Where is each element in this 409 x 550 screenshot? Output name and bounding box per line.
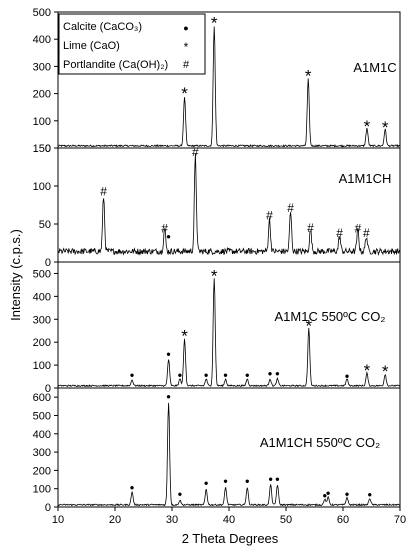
peak-marker: ● bbox=[268, 369, 273, 378]
legend-symbol-calcite: ● bbox=[183, 23, 188, 33]
y-tick-label: 200 bbox=[33, 465, 51, 477]
peak-marker: ● bbox=[166, 232, 171, 241]
peak-marker: * bbox=[211, 13, 218, 32]
y-tick-label: 100 bbox=[33, 116, 51, 128]
y-tick-label: 200 bbox=[33, 89, 51, 101]
y-tick-label: 300 bbox=[33, 314, 51, 326]
peak-marker: # bbox=[192, 145, 199, 159]
peak-marker: ● bbox=[204, 478, 209, 487]
peak-marker: ● bbox=[326, 488, 331, 497]
y-tick-label: 300 bbox=[33, 447, 51, 459]
y-tick-label: 400 bbox=[33, 291, 51, 303]
panel-label: A1M1CH 550ºC CO₂ bbox=[260, 435, 380, 450]
legend-label-lime: Lime (CaO) bbox=[63, 40, 120, 52]
pattern-line bbox=[57, 402, 401, 507]
peak-marker: ● bbox=[223, 370, 228, 379]
peak-marker: * bbox=[382, 362, 389, 381]
y-tick-label: 0 bbox=[45, 502, 51, 514]
y-tick-label: 100 bbox=[33, 360, 51, 372]
peak-marker: # bbox=[354, 222, 361, 236]
panel-label: A1M1C bbox=[353, 60, 396, 75]
peak-marker: # bbox=[161, 222, 168, 236]
y-tick-label: 200 bbox=[33, 337, 51, 349]
y-tick-label: 600 bbox=[33, 392, 51, 404]
panel-label: A1M1C 550ºC CO₂ bbox=[275, 309, 386, 324]
y-tick-label: 100 bbox=[33, 484, 51, 496]
peak-marker: ● bbox=[245, 476, 250, 485]
y-axis-label: Intensity (c.p.s.) bbox=[8, 229, 23, 321]
peak-marker: ● bbox=[268, 475, 273, 484]
peak-marker: # bbox=[100, 184, 107, 198]
peak-marker: ● bbox=[178, 370, 183, 379]
panel-frame bbox=[57, 261, 401, 389]
peak-marker: ● bbox=[367, 490, 372, 499]
panel-frame bbox=[57, 147, 401, 263]
x-axis: 10 20 30 40 50 60 70 bbox=[52, 507, 406, 526]
peak-marker: ● bbox=[204, 370, 209, 379]
x-tick-label: 40 bbox=[223, 514, 235, 526]
y-tick-label: 400 bbox=[33, 34, 51, 46]
legend: Calcite (CaCO₃) ● Lime (CaO) * Portlandi… bbox=[58, 13, 206, 75]
peak-marker: * bbox=[181, 327, 188, 346]
x-tick-label: 20 bbox=[109, 514, 121, 526]
y-tick-label: 500 bbox=[33, 7, 51, 19]
y-tick-label: 150 bbox=[33, 143, 51, 155]
y-tick-label: 500 bbox=[33, 410, 51, 422]
peak-marker: * bbox=[211, 267, 218, 286]
peak-marker: ● bbox=[178, 489, 183, 498]
pattern-line bbox=[57, 153, 401, 256]
peak-marker: ● bbox=[345, 489, 350, 498]
peak-marker: ● bbox=[245, 370, 250, 379]
legend-label-portlandite: Portlandite (Ca(OH)₂) bbox=[63, 59, 168, 71]
peak-marker: ● bbox=[166, 350, 171, 359]
peak-marker: ● bbox=[166, 392, 171, 401]
peak-marker: * bbox=[305, 316, 312, 335]
y-tick-label: 100 bbox=[33, 181, 51, 193]
peak-marker: * bbox=[382, 118, 389, 137]
peak-marker: # bbox=[307, 221, 314, 235]
x-tick-label: 30 bbox=[166, 514, 178, 526]
x-tick-label: 10 bbox=[52, 514, 64, 526]
y-tick-label: 400 bbox=[33, 429, 51, 441]
peak-marker: ● bbox=[223, 476, 228, 485]
peak-marker: ● bbox=[345, 371, 350, 380]
peak-marker: * bbox=[364, 117, 371, 136]
y-tick-label: 0 bbox=[45, 383, 51, 395]
peak-marker: # bbox=[266, 209, 273, 223]
y-tick-label: 0 bbox=[45, 257, 51, 269]
x-tick-label: 60 bbox=[337, 514, 349, 526]
peak-marker: * bbox=[305, 66, 312, 85]
x-tick-label: 70 bbox=[394, 514, 406, 526]
peak-marker: # bbox=[287, 201, 294, 215]
legend-symbol-portlandite: # bbox=[183, 59, 190, 71]
pattern-line bbox=[57, 26, 401, 148]
legend-label-calcite: Calcite (CaCO₃) bbox=[63, 21, 142, 33]
legend-box bbox=[58, 13, 206, 75]
peak-marker: # bbox=[336, 226, 343, 240]
peak-marker: ● bbox=[130, 370, 135, 379]
panel-label: A1M1CH bbox=[339, 171, 392, 186]
y-tick-label: 50 bbox=[39, 219, 51, 231]
y-tick-label: 500 bbox=[33, 268, 51, 280]
peak-marker: * bbox=[364, 361, 371, 380]
peak-marker: ● bbox=[322, 491, 327, 500]
peak-marker: ● bbox=[275, 369, 280, 378]
peak-marker: # bbox=[363, 226, 370, 240]
peak-marker: ● bbox=[130, 483, 135, 492]
x-tick-label: 50 bbox=[280, 514, 292, 526]
y-tick-label: 0 bbox=[45, 143, 51, 155]
x-axis-label: 2 Theta Degrees bbox=[182, 531, 279, 546]
y-tick-label: 300 bbox=[33, 61, 51, 73]
legend-symbol-lime: * bbox=[184, 40, 189, 54]
pattern-line bbox=[57, 278, 401, 388]
peak-marker: * bbox=[181, 84, 188, 103]
peak-marker: ● bbox=[275, 475, 280, 484]
